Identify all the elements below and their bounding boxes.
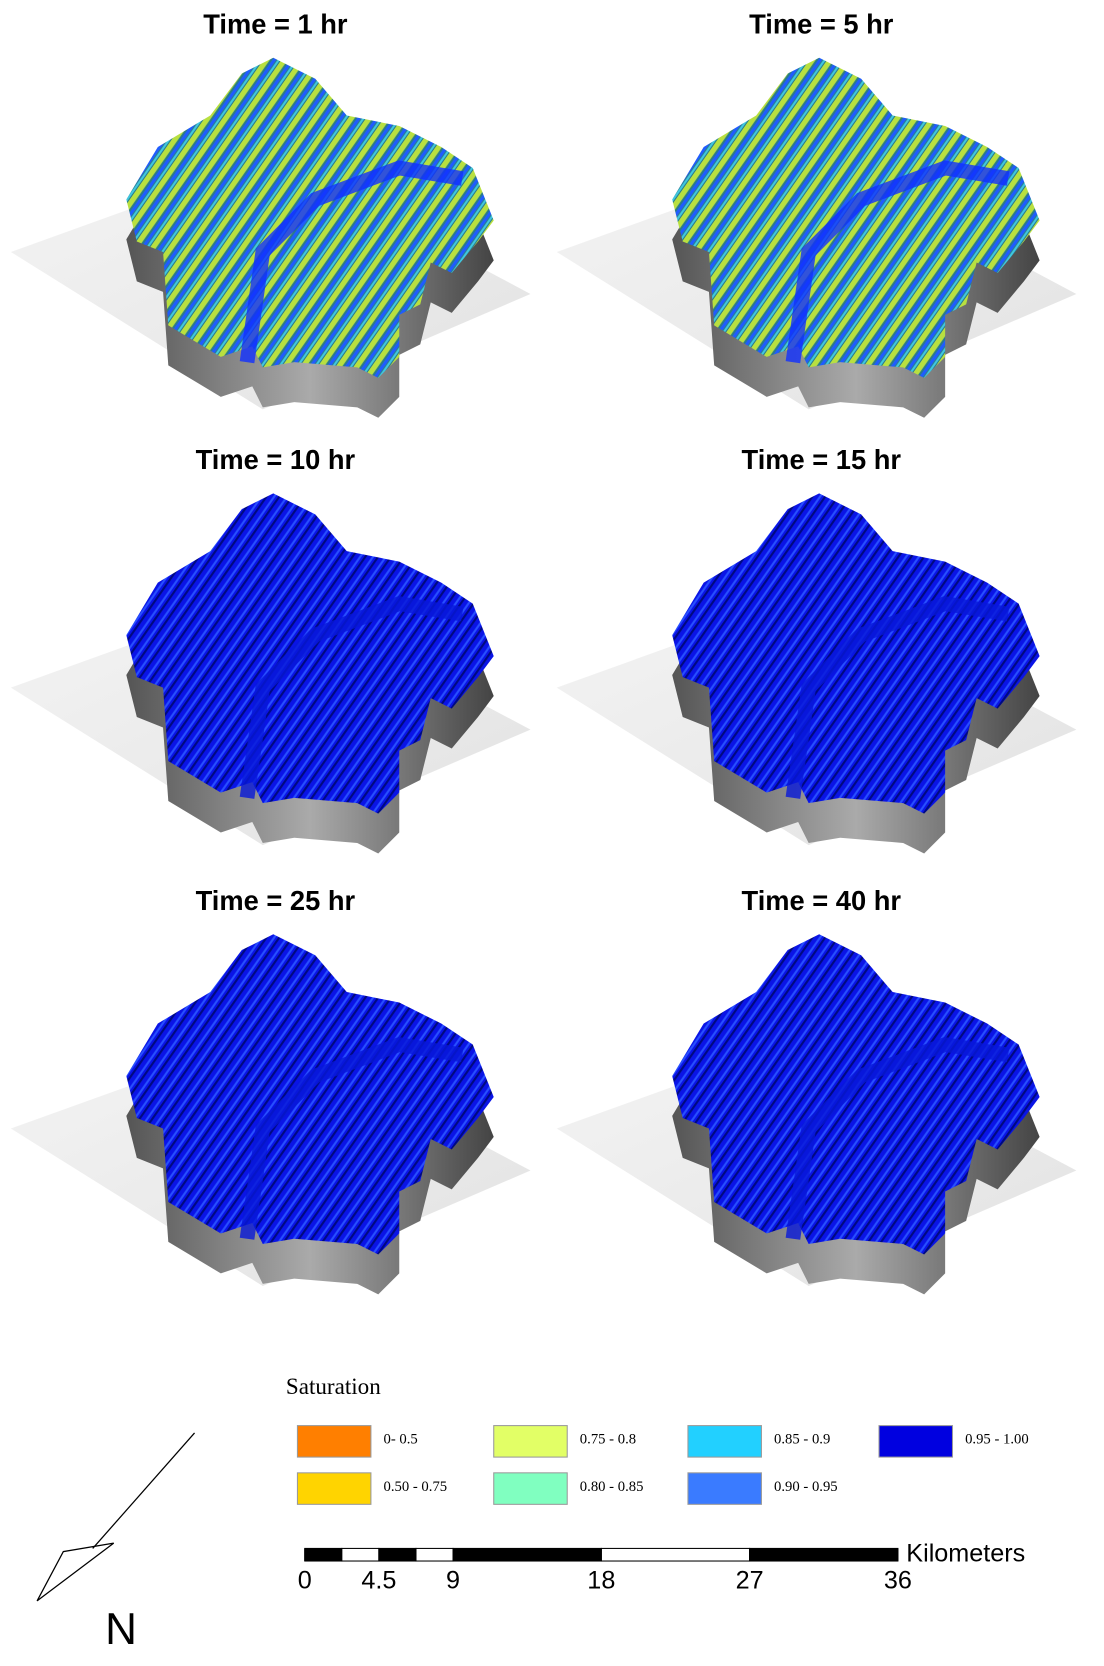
north-arrow-shaft	[93, 1433, 195, 1548]
scale-label: 4.5	[361, 1567, 396, 1595]
legend-label: 0.50 - 0.75	[384, 1479, 448, 1495]
legend-label: 0.80 - 0.85	[580, 1479, 644, 1495]
legend-swatch	[297, 1426, 370, 1457]
scale-segment	[379, 1548, 416, 1561]
map-panel: Time = 15 hr	[557, 444, 1077, 853]
map-panel: Time = 25 hr	[11, 885, 531, 1294]
scale-label: 9	[446, 1567, 460, 1595]
legend-swatch	[494, 1473, 567, 1504]
legend-label: 0.85 - 0.9	[774, 1432, 830, 1448]
north-arrow-head	[37, 1543, 114, 1601]
scale-segment	[750, 1548, 898, 1561]
panel-title: Time = 40 hr	[742, 885, 902, 916]
legend-swatch	[688, 1426, 761, 1457]
legend-title: Saturation	[286, 1373, 381, 1399]
legend-label: 0.75 - 0.8	[580, 1432, 636, 1448]
legend-swatch	[494, 1426, 567, 1457]
panel-title: Time = 10 hr	[196, 444, 356, 475]
scale-segment	[305, 1548, 342, 1561]
scale-segment	[416, 1548, 453, 1561]
legend-swatch	[297, 1473, 370, 1504]
panel-title: Time = 1 hr	[203, 8, 348, 39]
scale-label: 0	[298, 1567, 312, 1595]
panel-title: Time = 25 hr	[196, 885, 356, 916]
scale-segment	[342, 1548, 379, 1561]
scale-unit: Kilometers	[906, 1539, 1025, 1567]
panel-title: Time = 5 hr	[749, 8, 894, 39]
legend-label: 0.90 - 0.95	[774, 1479, 838, 1495]
scale-label: 27	[736, 1567, 764, 1595]
legend-label: 0.95 - 1.00	[965, 1432, 1029, 1448]
north-label: N	[105, 1605, 137, 1654]
panel-title: Time = 15 hr	[742, 444, 902, 475]
scale-segment	[453, 1548, 601, 1561]
scale-segment	[601, 1548, 749, 1561]
legend-label: 0- 0.5	[384, 1432, 418, 1448]
legend-swatch	[688, 1473, 761, 1504]
legend-swatch	[879, 1426, 952, 1457]
map-panel: Time = 10 hr	[11, 444, 531, 853]
map-panel: Time = 5 hr	[557, 8, 1077, 417]
figure: Saturation N Time = 1 hr Time = 5 hr Time …	[0, 0, 1104, 1666]
map-panel: Time = 1 hr	[11, 8, 531, 417]
map-panel: Time = 40 hr	[557, 885, 1077, 1294]
scale-label: 18	[587, 1567, 615, 1595]
scale-label: 36	[884, 1567, 912, 1595]
